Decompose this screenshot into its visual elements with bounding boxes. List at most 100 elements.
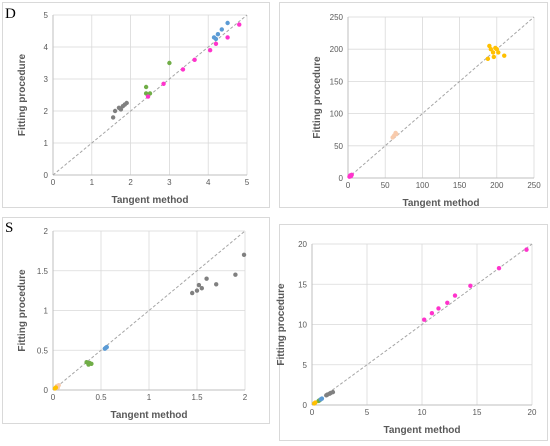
y-tick-label: 4 bbox=[44, 43, 49, 52]
data-point bbox=[104, 344, 109, 350]
y-tick-label: 15 bbox=[298, 280, 307, 289]
data-point bbox=[143, 84, 149, 90]
data-point bbox=[147, 91, 153, 96]
data-point bbox=[196, 282, 202, 288]
y-tick-label: 150 bbox=[330, 77, 344, 86]
identity-line bbox=[311, 243, 533, 406]
y-tick-label: 2 bbox=[44, 227, 49, 236]
data-point bbox=[349, 172, 354, 177]
y-tick-label: 3 bbox=[44, 75, 49, 84]
x-tick-label: 4 bbox=[206, 178, 211, 187]
y-tick-label: 0.5 bbox=[37, 346, 49, 355]
data-point bbox=[468, 283, 473, 289]
x-tick-label: 50 bbox=[381, 181, 390, 190]
y-tick-label: 1.5 bbox=[37, 267, 49, 276]
data-point bbox=[452, 293, 458, 298]
scatter-panel-3: 0 0.5 1 1.5 2 0 0.5 1 1.5 2 Tangent method Fitting … bbox=[17, 227, 248, 421]
x-tick-label: 150 bbox=[453, 181, 467, 190]
data-point bbox=[180, 67, 186, 72]
x-tick-label: 0.5 bbox=[95, 393, 107, 402]
row-label-d: D bbox=[5, 6, 16, 22]
data-point bbox=[225, 20, 230, 26]
data-point bbox=[192, 57, 197, 62]
data-point bbox=[422, 317, 427, 322]
data-point bbox=[118, 107, 124, 112]
y-tick-label: 250 bbox=[330, 13, 344, 22]
y-axis-title: Fitting procedure bbox=[276, 283, 287, 366]
x-axis-title: Tangent method bbox=[402, 198, 479, 209]
data-point bbox=[496, 50, 501, 55]
data-point bbox=[233, 272, 238, 277]
data-point bbox=[241, 252, 247, 258]
data-point bbox=[53, 385, 59, 390]
x-axis-title: Tangent method bbox=[383, 425, 460, 436]
y-tick-label: 200 bbox=[330, 45, 344, 54]
y-tick-label: 0 bbox=[339, 174, 344, 183]
data-point bbox=[524, 247, 529, 252]
panel-frame-d-right bbox=[279, 2, 548, 208]
x-tick-label: 0 bbox=[51, 393, 56, 402]
x-tick-label: 2 bbox=[243, 393, 248, 402]
data-point bbox=[167, 60, 172, 66]
y-axis-title: Fitting procedure bbox=[312, 56, 323, 139]
row-label-s: S bbox=[5, 220, 14, 236]
data-point bbox=[490, 50, 496, 55]
x-tick-label: 5 bbox=[365, 408, 370, 417]
panel-frame-d-left bbox=[2, 2, 270, 208]
x-tick-label: 0 bbox=[346, 181, 351, 190]
x-tick-label: 1 bbox=[147, 393, 152, 402]
scatter-panel-4: 0 5 10 15 20 0 5 10 15 20 Tangent method Fitting pr… bbox=[276, 240, 537, 436]
data-point bbox=[194, 288, 200, 293]
y-tick-label: 5 bbox=[303, 361, 308, 370]
data-point bbox=[394, 132, 399, 137]
data-point bbox=[488, 47, 494, 52]
y-tick-label: 50 bbox=[334, 142, 343, 151]
x-tick-label: 10 bbox=[418, 408, 427, 417]
data-point bbox=[214, 282, 219, 287]
y-tick-label: 0 bbox=[44, 386, 49, 395]
y-tick-label: 5 bbox=[44, 11, 49, 20]
data-point bbox=[429, 311, 435, 316]
data-point bbox=[237, 22, 242, 27]
data-point bbox=[491, 54, 497, 60]
x-axis-title: Tangent method bbox=[111, 195, 188, 206]
x-tick-label: 20 bbox=[528, 408, 537, 417]
data-point bbox=[319, 396, 325, 401]
data-point bbox=[215, 32, 221, 37]
y-axis-title: Fitting procedure bbox=[17, 53, 28, 136]
x-tick-label: 5 bbox=[245, 178, 250, 187]
y-tick-label: 1 bbox=[44, 307, 49, 316]
data-point bbox=[436, 306, 441, 311]
x-axis-title: Tangent method bbox=[110, 410, 187, 421]
x-tick-label: 100 bbox=[416, 181, 430, 190]
data-point bbox=[313, 400, 318, 405]
data-point bbox=[496, 265, 502, 271]
data-point bbox=[124, 100, 129, 106]
y-tick-label: 0 bbox=[303, 401, 308, 410]
x-tick-label: 0 bbox=[51, 178, 56, 187]
data-point bbox=[330, 389, 336, 395]
data-point bbox=[199, 286, 204, 291]
x-tick-label: 3 bbox=[167, 178, 172, 187]
y-tick-label: 100 bbox=[330, 110, 344, 119]
data-point bbox=[145, 94, 151, 99]
x-tick-label: 15 bbox=[473, 408, 482, 417]
data-point bbox=[89, 361, 94, 366]
data-point bbox=[161, 81, 166, 87]
data-point bbox=[213, 41, 219, 46]
y-tick-label: 20 bbox=[298, 240, 307, 249]
data-point bbox=[204, 276, 209, 281]
data-point bbox=[445, 300, 450, 305]
data-point bbox=[225, 35, 230, 40]
x-tick-label: 2 bbox=[128, 178, 133, 187]
y-tick-label: 0 bbox=[44, 171, 49, 180]
data-point bbox=[110, 115, 116, 120]
data-point bbox=[485, 56, 491, 62]
data-point bbox=[112, 108, 118, 114]
data-point bbox=[502, 53, 507, 58]
scatter-panel-2: 0 50 100 150 200 250 0 50 100 150 200 250 Tangent me… bbox=[312, 13, 541, 209]
data-point bbox=[190, 290, 195, 296]
x-tick-label: 1 bbox=[90, 178, 95, 187]
data-point bbox=[207, 48, 213, 53]
